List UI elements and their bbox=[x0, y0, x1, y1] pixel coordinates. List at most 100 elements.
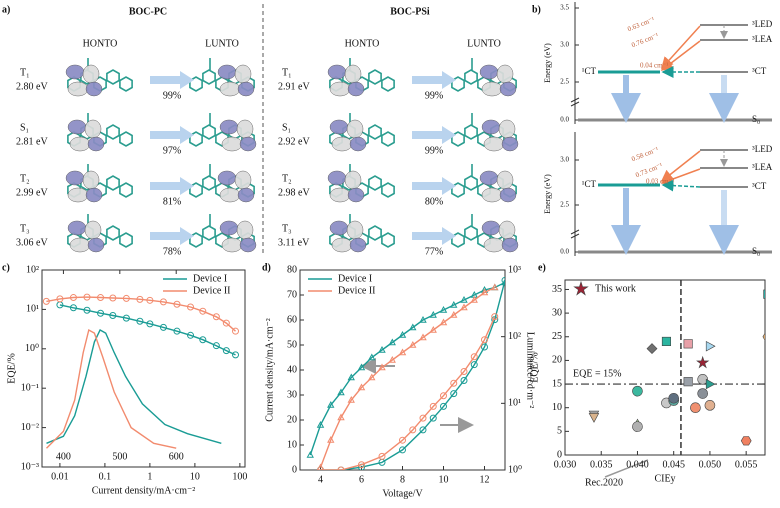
marker bbox=[429, 402, 437, 410]
y-tick-label: 5 bbox=[557, 426, 562, 437]
orbital-lobe bbox=[219, 119, 239, 135]
orbital-lobe bbox=[65, 64, 85, 80]
orbital-lobe bbox=[349, 136, 367, 152]
level-label: ³CT bbox=[752, 66, 767, 76]
orbital-lobe bbox=[501, 237, 519, 253]
marker bbox=[409, 426, 417, 434]
orbital-lobe bbox=[481, 187, 503, 203]
molecule bbox=[327, 58, 395, 97]
plot-area bbox=[588, 289, 765, 446]
series-line bbox=[46, 328, 177, 449]
marker bbox=[357, 363, 366, 371]
axis-break bbox=[570, 101, 580, 107]
orbital-lobe bbox=[344, 64, 362, 84]
marker bbox=[632, 385, 643, 397]
marker bbox=[159, 298, 167, 306]
y-tick-label: 0 bbox=[557, 449, 562, 460]
marker bbox=[696, 355, 710, 369]
tick-label: 3.5 bbox=[560, 4, 569, 12]
marker bbox=[337, 388, 345, 396]
marker bbox=[222, 347, 230, 355]
state-name: S₁ bbox=[282, 122, 291, 133]
y-tick-label: 10⁰ bbox=[25, 343, 39, 354]
marker bbox=[109, 312, 117, 320]
orbital-lobe bbox=[219, 81, 241, 97]
x-tick-label: 0.045 bbox=[662, 459, 685, 470]
molecule bbox=[451, 214, 519, 253]
marker bbox=[409, 323, 417, 331]
state-energy: 2.99 eV bbox=[16, 187, 48, 198]
group-title: BOC-PSi bbox=[390, 6, 430, 17]
molecule bbox=[67, 113, 133, 152]
orbital-lobe bbox=[329, 187, 351, 203]
orbital-lobe bbox=[221, 136, 243, 152]
axis-break bbox=[570, 233, 580, 239]
state-name: S₁ bbox=[20, 122, 29, 133]
y-tick-label: 80 bbox=[287, 264, 297, 275]
ring bbox=[464, 175, 478, 191]
orbital-lobe bbox=[237, 187, 255, 203]
orbital-lobe bbox=[483, 136, 505, 152]
marker bbox=[450, 310, 458, 318]
molecule bbox=[189, 58, 255, 97]
molecule bbox=[189, 164, 255, 203]
ring bbox=[119, 76, 133, 92]
tick-label: 0.0 bbox=[560, 116, 569, 124]
ring bbox=[202, 175, 216, 191]
ring bbox=[368, 69, 382, 85]
transfer-arrow bbox=[150, 126, 194, 144]
tick-label: 0.0 bbox=[560, 248, 569, 256]
series-line bbox=[319, 286, 496, 468]
marker bbox=[668, 392, 679, 404]
series-line bbox=[320, 316, 496, 470]
panel-label: b) bbox=[532, 4, 541, 15]
transfer-arrow bbox=[412, 71, 456, 89]
y-tick-label: 60 bbox=[287, 314, 297, 325]
state-name: T₃ bbox=[20, 223, 30, 234]
orbital-lobe bbox=[84, 220, 102, 240]
orbital-lobe bbox=[498, 220, 516, 240]
annotation: EQE = 15% bbox=[573, 368, 621, 379]
marker bbox=[347, 373, 355, 381]
level-label: ¹CT bbox=[582, 179, 597, 189]
marker bbox=[632, 421, 643, 432]
y-tick-label: 70 bbox=[287, 289, 297, 300]
marker bbox=[480, 288, 489, 296]
orbital-lobe bbox=[496, 170, 514, 190]
annotation: Rec.2020 bbox=[585, 477, 623, 488]
column-title: HONTO bbox=[345, 38, 380, 49]
marker bbox=[378, 345, 386, 353]
y-axis-label: Current density/mA·cm⁻² bbox=[264, 318, 275, 422]
marker bbox=[317, 466, 324, 470]
orbital-lobe bbox=[239, 136, 257, 152]
marker bbox=[159, 323, 167, 331]
transfer-percent: 80% bbox=[425, 196, 443, 207]
marker bbox=[327, 400, 335, 408]
y-tick-label: 15 bbox=[552, 378, 562, 389]
marker bbox=[683, 377, 693, 387]
panel-label: c) bbox=[2, 262, 10, 273]
series-line bbox=[309, 281, 505, 456]
orbital-lobe bbox=[349, 237, 367, 253]
marker bbox=[450, 300, 458, 308]
axis-label: Energy (eV) bbox=[543, 43, 552, 83]
x-axis-label: Voltage/V bbox=[382, 488, 423, 499]
molecule bbox=[67, 214, 133, 253]
marker bbox=[399, 446, 406, 454]
marker bbox=[146, 320, 154, 328]
y2-tick-label: 10³ bbox=[508, 264, 521, 275]
ring bbox=[106, 124, 120, 140]
marker bbox=[470, 295, 478, 303]
marker bbox=[97, 309, 105, 317]
marker bbox=[212, 313, 220, 321]
marker bbox=[173, 300, 181, 308]
ring bbox=[119, 232, 133, 248]
marker bbox=[187, 303, 195, 311]
risc bbox=[661, 179, 701, 192]
y-tick-label: 35 bbox=[552, 284, 562, 295]
orbital-lobe bbox=[346, 220, 364, 240]
marker bbox=[212, 342, 220, 350]
ring bbox=[464, 124, 478, 140]
marker bbox=[763, 289, 765, 299]
